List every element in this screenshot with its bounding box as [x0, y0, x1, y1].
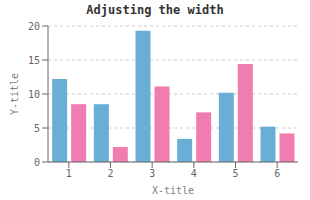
svg-text:0: 0 [34, 157, 40, 168]
svg-text:5: 5 [34, 123, 40, 134]
svg-text:3: 3 [149, 168, 155, 179]
svg-text:X-title: X-title [152, 185, 194, 196]
svg-text:Y-title: Y-title [9, 73, 20, 115]
html-text:Adjusting the width: Adjusting the width [86, 3, 224, 17]
svg-text:2: 2 [107, 168, 113, 179]
svg-text:4: 4 [191, 168, 197, 179]
svg-text:1: 1 [66, 168, 72, 179]
svg-text:5: 5 [232, 168, 238, 179]
svg-text:10: 10 [28, 89, 40, 100]
svg-text:20: 20 [28, 21, 40, 32]
svg-text:15: 15 [28, 55, 40, 66]
svg-text:6: 6 [274, 168, 280, 179]
